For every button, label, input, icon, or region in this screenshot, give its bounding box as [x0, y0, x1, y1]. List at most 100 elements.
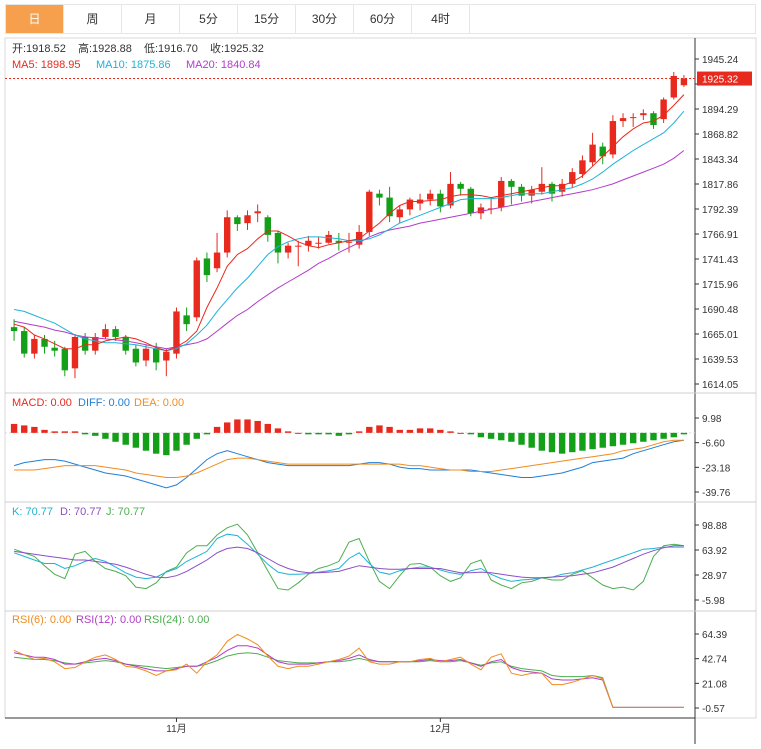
tab-0[interactable]: 日	[6, 5, 64, 33]
macd-bar	[21, 425, 28, 433]
macd-bar	[640, 432, 647, 442]
ma-legend-item: MA5: 1898.95	[12, 59, 81, 71]
price-legend-item: 收:1925.32	[210, 41, 264, 55]
candle-body	[274, 232, 282, 253]
k-line	[13, 533, 684, 582]
price-y-tick-label: 1715.96	[702, 280, 739, 291]
macd-bar	[589, 432, 596, 450]
candle-body	[670, 75, 677, 98]
candle-body	[325, 234, 332, 243]
macd-bar	[264, 423, 272, 433]
candle-body	[467, 188, 474, 214]
macd-bar	[10, 423, 18, 433]
dea-line	[14, 439, 684, 478]
tab-5[interactable]: 30分	[296, 5, 354, 33]
candle-body	[264, 217, 272, 235]
candle-body	[629, 117, 637, 119]
candle-body	[203, 258, 211, 276]
kdj-y-tick-label: 63.92	[702, 546, 727, 557]
candle-body	[426, 193, 434, 200]
macd-bar	[122, 432, 129, 445]
rsi24-legend: RSI(24): 0.00	[144, 614, 209, 626]
macd-bar	[345, 432, 353, 435]
candle-body	[345, 241, 353, 243]
candle-body	[386, 197, 393, 217]
macd-bar	[112, 432, 119, 442]
price-y-tick-label: 1614.05	[702, 380, 739, 391]
macd-bar	[558, 432, 566, 454]
macd-legend: MACD: 0.00	[12, 397, 72, 409]
rsi6-line	[13, 633, 684, 708]
tab-7[interactable]: 4时	[412, 5, 470, 33]
j-legend: J: 70.77	[106, 506, 145, 518]
tab-4[interactable]: 15分	[238, 5, 296, 33]
candle-body	[10, 327, 18, 332]
candle-body	[193, 260, 200, 318]
d-line	[14, 545, 684, 579]
last-price-badge	[697, 71, 752, 86]
macd-bar	[437, 429, 444, 433]
price-y-tick-label: 1868.82	[702, 130, 739, 141]
macd-bar	[152, 432, 160, 454]
price-legend-item: 高:1928.88	[78, 41, 132, 55]
macd-bar	[599, 432, 606, 448]
macd-bar	[41, 429, 48, 433]
ma10-line	[14, 110, 685, 352]
macd-bar	[71, 431, 79, 433]
candle-body	[183, 315, 190, 325]
macd-bar	[528, 432, 535, 448]
macd-bar	[142, 432, 150, 451]
macd-bar	[467, 432, 474, 435]
diff-legend: DIFF: 0.00	[78, 397, 130, 409]
tab-3[interactable]: 5分	[180, 5, 238, 33]
rsi-y-tick-label: -0.57	[702, 704, 725, 715]
candle-body	[376, 193, 383, 198]
macd-bar	[447, 431, 454, 433]
macd-bar	[234, 419, 241, 433]
macd-y-tick-label: -23.18	[702, 463, 731, 474]
candle-body	[640, 113, 647, 116]
candle-body	[142, 348, 150, 361]
dea-legend: DEA: 0.00	[134, 397, 184, 409]
macd-bar	[254, 420, 261, 433]
candle-body	[457, 183, 464, 189]
candle-body	[213, 252, 221, 269]
candle-body	[548, 183, 556, 194]
candle-body	[477, 207, 485, 214]
price-y-tick-label: 1894.29	[702, 105, 739, 116]
candle-body	[295, 245, 302, 247]
macd-y-tick-label: -6.60	[702, 439, 725, 450]
macd-y-tick-label: 9.98	[702, 414, 722, 425]
kdj-y-tick-label: 98.88	[702, 521, 727, 532]
price-y-tick-label: 1741.43	[702, 255, 739, 266]
tab-6[interactable]: 60分	[354, 5, 412, 33]
candle-body	[21, 331, 28, 354]
macd-bar	[203, 432, 211, 435]
macd-bar	[609, 432, 617, 447]
rsi-y-tick-label: 42.74	[702, 655, 727, 666]
macd-bar	[315, 432, 322, 435]
macd-bar	[508, 432, 515, 442]
ma5-line	[13, 94, 685, 352]
macd-bar	[284, 431, 292, 433]
macd-bar	[163, 432, 170, 456]
candle-body	[284, 245, 292, 253]
candle-body	[92, 336, 99, 351]
tab-2[interactable]: 月	[122, 5, 180, 33]
macd-bar	[660, 432, 667, 439]
kdj-y-tick-label: -5.98	[702, 596, 725, 607]
candle-body	[599, 146, 606, 157]
x-tick-label: 12月	[430, 723, 451, 735]
price-y-tick-label: 1639.53	[702, 355, 739, 366]
candle-body	[112, 329, 119, 337]
macd-bar	[366, 426, 373, 433]
ma-legend-item: MA20: 1840.84	[186, 59, 261, 71]
candle-body	[102, 329, 109, 337]
price-legend-item: 低:1916.70	[144, 42, 198, 55]
macd-bar	[173, 432, 180, 451]
period-tabs: 日周月 5分 15分 30分 60分 4时	[5, 4, 756, 34]
candle-body	[132, 348, 140, 363]
candle-body	[609, 121, 617, 155]
macd-bar	[355, 431, 363, 433]
tab-1[interactable]: 周	[64, 5, 122, 33]
